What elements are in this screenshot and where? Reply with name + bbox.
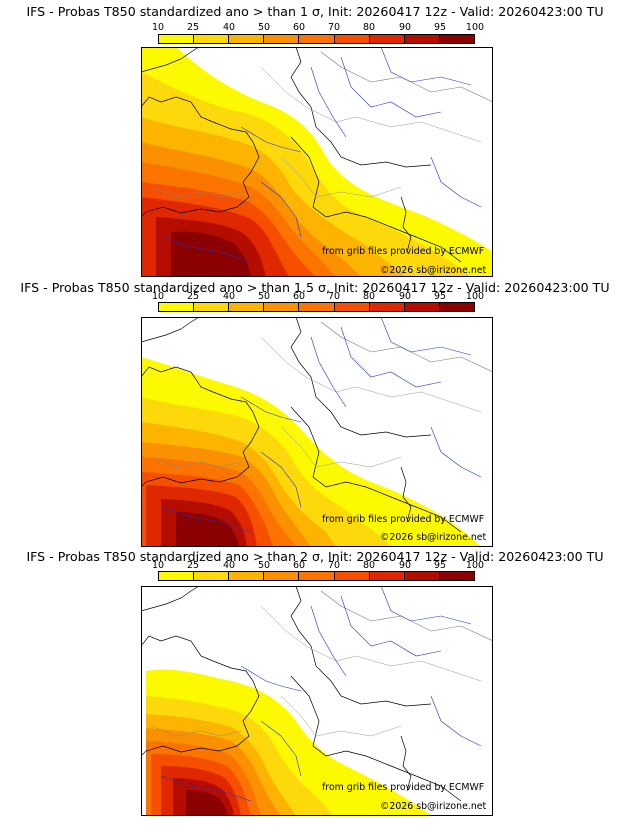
tick-label: 95 [433,560,447,571]
colorbar-ticks: 10 25 40 50 60 70 80 90 95 100 [0,561,630,571]
tick-label: 100 [465,291,485,302]
prob-level-95 [171,231,251,277]
tick-label: 25 [186,560,200,571]
panel-title: IFS - Probas T850 standardized ano > tha… [20,280,610,295]
map-panel-3: IFS - Probas T850 standardized ano > tha… [0,540,630,816]
colorbar-segment [404,572,440,580]
copyright: ©2026 sb@irizone.net [380,801,487,812]
colorbar-segment [229,303,265,311]
tick-label: 50 [257,22,271,33]
tick-label: 25 [186,22,200,33]
panel-title: IFS - Probas T850 standardized ano > tha… [26,4,604,19]
prob-level-95 [186,790,228,816]
colorbar-segment [229,35,265,43]
colorbar-ticks: 10 25 40 50 60 70 80 90 95 100 [0,23,630,33]
colorbar-segment [334,35,370,43]
copyright: ©2026 sb@irizone.net [380,265,487,276]
tick-label: 10 [151,291,165,302]
ecmwf-credit: from grib files provided by ECMWF [322,514,485,525]
tick-label: 90 [398,560,412,571]
colorbar-segment [439,35,474,43]
colorbar [158,302,475,312]
colorbar-segment [194,35,230,43]
tick-label: 90 [398,22,412,33]
colorbar-segment [264,35,300,43]
tick-label: 95 [433,291,447,302]
colorbar-segment [334,303,370,311]
copyright: ©2026 sb@irizone.net [380,532,487,543]
tick-label: 80 [362,22,376,33]
colorbar-segment [299,35,335,43]
colorbar-segment [159,35,195,43]
colorbar-segment [299,572,335,580]
map-panel-2: IFS - Probas T850 standardized ano > tha… [0,270,630,547]
tick-label: 70 [327,22,341,33]
ecmwf-credit: from grib files provided by ECMWF [322,782,485,793]
tick-label: 60 [292,560,306,571]
colorbar-segment [404,303,440,311]
tick-label: 80 [362,560,376,571]
tick-label: 90 [398,291,412,302]
tick-label: 50 [257,560,271,571]
colorbar-segment [404,35,440,43]
tick-label: 80 [362,291,376,302]
map-panel-1: IFS - Probas T850 standardized ano > tha… [0,0,630,277]
tick-label: 25 [186,291,200,302]
colorbar-segment [194,572,230,580]
tick-label: 10 [151,560,165,571]
colorbar-ticks: 10 25 40 50 60 70 80 90 95 100 [0,292,630,302]
colorbar [158,571,475,581]
colorbar-segment [264,303,300,311]
panel-title: IFS - Probas T850 standardized ano > tha… [26,549,604,564]
colorbar-segment [369,303,405,311]
tick-label: 60 [292,22,306,33]
probability-map [141,586,493,816]
tick-label: 70 [327,291,341,302]
tick-label: 50 [257,291,271,302]
tick-label: 70 [327,560,341,571]
colorbar-segment [159,303,195,311]
colorbar-segment [299,303,335,311]
colorbar-segment [334,572,370,580]
tick-label: 95 [433,22,447,33]
colorbar-segment [159,572,195,580]
probability-map [141,317,493,547]
colorbar-segment [194,303,230,311]
tick-label: 100 [465,22,485,33]
tick-label: 40 [222,22,236,33]
colorbar-segment [264,572,300,580]
tick-label: 10 [151,22,165,33]
colorbar-segment [439,572,474,580]
colorbar [158,34,475,44]
tick-label: 100 [465,560,485,571]
tick-label: 60 [292,291,306,302]
probability-map [141,47,493,277]
tick-label: 40 [222,560,236,571]
colorbar-segment [439,303,474,311]
ecmwf-credit: from grib files provided by ECMWF [322,246,485,257]
prob-level-95 [176,512,239,547]
tick-label: 40 [222,291,236,302]
colorbar-segment [229,572,265,580]
colorbar-segment [369,35,405,43]
colorbar-segment [369,572,405,580]
